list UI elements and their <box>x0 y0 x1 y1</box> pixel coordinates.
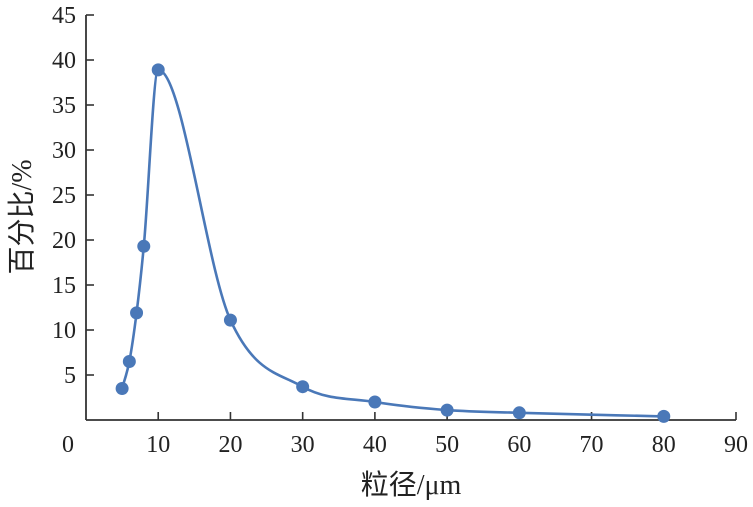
tick-labels: 0 10 20 30 40 50 60 70 80 90 5 10 15 20 25 30 35 40 45 <box>52 3 748 458</box>
x-tick-label: 80 <box>652 432 676 458</box>
y-tick-label: 35 <box>52 93 76 119</box>
data-point <box>223 313 237 327</box>
tick-marks <box>86 14 737 420</box>
x-tick-label: 10 <box>146 432 170 458</box>
data-point <box>122 355 136 368</box>
y-tick-label: 20 <box>52 228 76 254</box>
data-point <box>296 380 310 394</box>
y-tick-label: 40 <box>52 48 76 74</box>
x-tick-label: 90 <box>724 432 748 458</box>
x-tick-label: 0 <box>62 432 74 458</box>
data-point <box>657 409 671 423</box>
axes <box>85 15 736 421</box>
y-tick-label: 5 <box>64 363 76 389</box>
x-tick-label: 30 <box>291 432 315 458</box>
y-tick-label: 25 <box>52 183 76 209</box>
x-axis-title: 粒径/μm <box>361 469 462 501</box>
y-tick-label: 15 <box>52 273 76 299</box>
x-tick-label: 50 <box>435 432 459 458</box>
x-tick-label: 60 <box>507 432 531 458</box>
data-point <box>130 306 144 320</box>
data-point <box>368 395 382 409</box>
x-tick-label: 20 <box>218 432 242 458</box>
data-point <box>115 382 129 395</box>
data-point <box>151 63 165 77</box>
x-tick-label: 40 <box>363 432 387 458</box>
data-point <box>512 406 526 420</box>
y-tick-label: 30 <box>52 138 76 164</box>
x-tick-label: 70 <box>580 432 604 458</box>
y-axis-title: 百分比/% <box>6 159 38 274</box>
data-points <box>115 63 671 423</box>
y-tick-label: 10 <box>52 318 76 344</box>
y-tick-label: 45 <box>52 3 76 29</box>
data-point <box>440 403 454 417</box>
data-point <box>137 239 151 253</box>
series-curve <box>120 68 664 418</box>
